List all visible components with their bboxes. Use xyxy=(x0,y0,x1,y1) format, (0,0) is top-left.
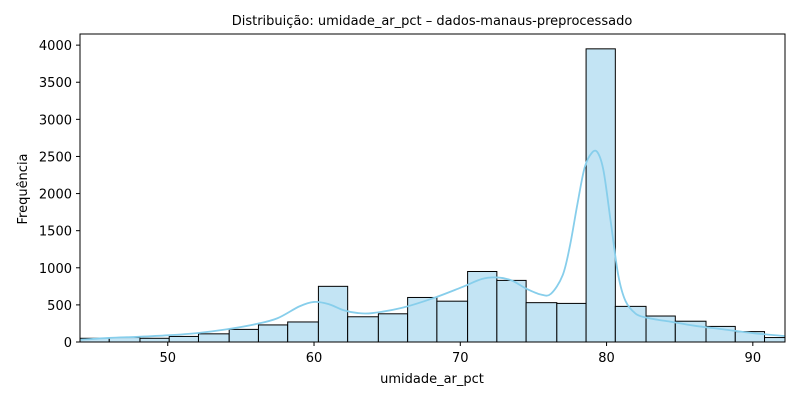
chart-title: Distribuição: umidade_ar_pct – dados-man… xyxy=(232,14,633,29)
histogram-bar xyxy=(197,333,230,342)
histogram-bar xyxy=(168,335,199,342)
kde-curve xyxy=(80,149,785,341)
y-tick-label: 500 xyxy=(47,299,72,314)
y-tick-label: 0 xyxy=(64,336,72,351)
histogram-bar xyxy=(764,337,785,342)
histogram-bar xyxy=(228,328,259,342)
histogram-bar xyxy=(556,302,587,342)
histogram-bar xyxy=(287,321,319,342)
histogram-bar xyxy=(139,337,170,342)
y-axis-label: Frequência xyxy=(16,153,31,224)
histogram-bar xyxy=(496,279,527,342)
histogram-bar xyxy=(525,302,558,342)
x-tick-label: 80 xyxy=(598,351,615,366)
histogram-bar xyxy=(436,300,469,342)
bars-group xyxy=(80,48,785,342)
histogram-bar xyxy=(347,316,379,342)
y-tick-label: 3000 xyxy=(39,113,72,128)
y-tick-label: 1500 xyxy=(39,225,72,240)
x-axis-label: umidade_ar_pct xyxy=(380,372,484,387)
y-tick-label: 3500 xyxy=(39,76,72,91)
y-tick-label: 2500 xyxy=(39,150,72,165)
y-tick-label: 1000 xyxy=(39,262,72,277)
histogram-bar xyxy=(257,324,289,342)
kde-group xyxy=(80,149,785,341)
histogram-bar xyxy=(317,285,349,342)
y-tick-label: 2000 xyxy=(39,188,72,203)
histogram-bar xyxy=(585,48,616,342)
x-tick-label: 90 xyxy=(745,351,762,366)
x-tick-label: 70 xyxy=(452,351,469,366)
x-tick-label: 60 xyxy=(306,351,323,366)
plot-frame xyxy=(79,33,786,343)
histogram-bar xyxy=(734,331,766,342)
x-tick-label: 50 xyxy=(159,351,176,366)
histogram-bar xyxy=(614,305,647,342)
histogram-bar xyxy=(377,313,409,342)
axes-group: 50 60 70 80 90 0 500 1000 1500 2000 2500 3000 3500 40… xyxy=(39,33,786,366)
y-tick-label: 4000 xyxy=(39,39,72,54)
